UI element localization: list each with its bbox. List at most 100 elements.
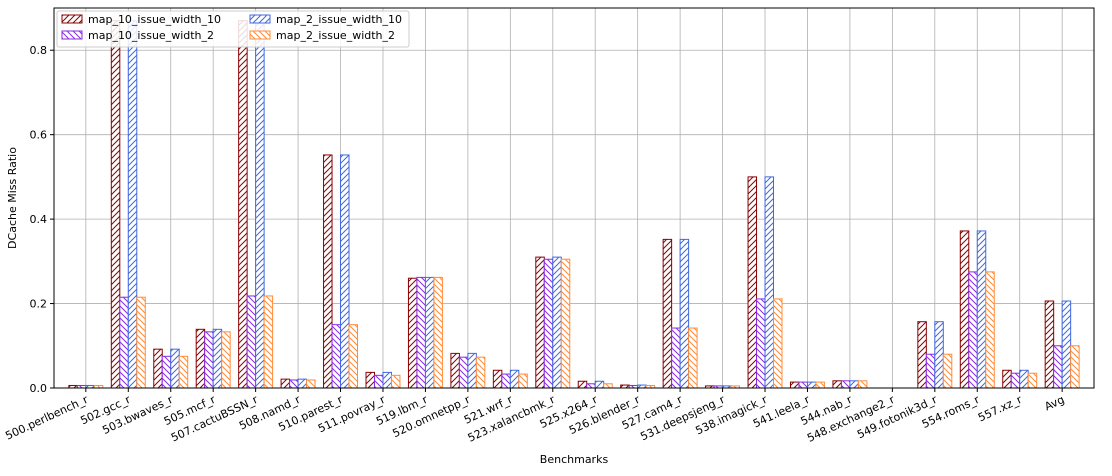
bar-map_2_issue_width_10-505.mcf_r [212, 328, 223, 389]
legend-label: map_2_issue_width_10 [276, 13, 402, 26]
bar-map_10_issue_width_2-523.xalancbmk_r [543, 258, 554, 389]
bar-map_2_issue_width_10-520.omnetpp_r [467, 352, 477, 389]
y-tick-label: 0.2 [30, 298, 48, 311]
y-tick-label: 0.4 [30, 213, 48, 226]
y-axis-ticks: 0.0 0.2 0.4 0.6 0.8 [30, 44, 54, 395]
bar-map_10_issue_width_10-544.nab_r [832, 380, 842, 389]
bar-map_2_issue_width_10-Avg [1061, 300, 1072, 389]
x-axis-label: Benchmarks [540, 453, 609, 466]
bar-map_2_issue_width_2-510.parest_r [348, 324, 359, 389]
bar-map_2_issue_width_2-502.gcc_r [136, 296, 146, 389]
bar-map_2_issue_width_10-519.lbm_r [424, 276, 435, 389]
bar-map_2_issue_width_2-520.omnetpp_r [475, 356, 486, 389]
legend-label: map_10_issue_width_2 [88, 29, 214, 42]
bar-map_10_issue_width_2-521.wrf_r [501, 373, 511, 389]
bar-map_10_issue_width_10-519.lbm_r [407, 277, 418, 389]
legend-label: map_2_issue_width_2 [276, 29, 395, 42]
bar-map_10_issue_width_10-505.mcf_r [195, 328, 206, 389]
bar-map_2_issue_width_10-544.nab_r [849, 380, 859, 389]
bar-map_10_issue_width_2-502.gcc_r [119, 296, 129, 389]
bar-map_2_issue_width_10-511.povray_r [382, 371, 392, 389]
bar-map_2_issue_width_2-544.nab_r [857, 380, 868, 389]
bar-map_10_issue_width_2-544.nab_r [840, 380, 851, 389]
bar-map_2_issue_width_10-549.fotonik3d_r [934, 321, 944, 389]
bar-map_10_issue_width_2-557.xz_r [1010, 372, 1021, 389]
x-tick-label: 557.xz_r [976, 393, 1024, 425]
plot-frame [53, 7, 1095, 389]
bar-map_10_issue_width_2-507.cactuBSSN_r [246, 295, 257, 389]
legend-swatch [249, 30, 271, 40]
y-tick-label: 0.6 [30, 129, 48, 142]
y-tick-label: 0.8 [30, 44, 48, 57]
bar-map_10_issue_width_2-511.povray_r [373, 374, 384, 389]
bar-map_2_issue_width_2-554.roms_r [985, 271, 995, 389]
bar-map_2_issue_width_2-557.xz_r [1027, 372, 1038, 389]
bar-map_2_issue_width_2-527.cam4_r [688, 327, 698, 389]
x-tick-label: 500.perlbench_r [3, 393, 90, 443]
bar-map_2_issue_width_10-503.bwaves_r [170, 348, 180, 389]
bar-map_10_issue_width_10-503.bwaves_r [153, 348, 163, 389]
legend-swatch [249, 14, 271, 24]
bar-map_2_issue_width_2-Avg [1070, 345, 1080, 389]
bar-map_2_issue_width_10-502.gcc_r [127, 20, 138, 389]
bar-map_2_issue_width_10-527.cam4_r [679, 238, 690, 389]
bar-map_10_issue_width_2-520.omnetpp_r [458, 356, 469, 389]
bar-map_2_issue_width_10-523.xalancbmk_r [552, 256, 562, 389]
legend-item-map_2_issue_width_2: map_2_issue_width_2 [249, 29, 395, 42]
bar-map_2_issue_width_2-519.lbm_r [433, 276, 443, 389]
bar-map_2_issue_width_2-525.x264_r [603, 383, 613, 389]
bar-map_10_issue_width_10-549.fotonik3d_r [917, 321, 927, 389]
bar-map_2_issue_width_10-510.parest_r [340, 154, 350, 389]
bar-map_2_issue_width_2-503.bwaves_r [178, 355, 189, 389]
bar-map_2_issue_width_2-507.cactuBSSN_r [263, 295, 274, 389]
bar-map_10_issue_width_10-Avg [1044, 300, 1055, 389]
bar-map_10_issue_width_10-523.xalancbmk_r [535, 256, 545, 389]
bar-map_10_issue_width_10-510.parest_r [323, 154, 333, 389]
bar-map_10_issue_width_10-511.povray_r [365, 371, 375, 389]
legend-item-map_10_issue_width_10: map_10_issue_width_10 [61, 13, 221, 26]
bar-map_10_issue_width_2-510.parest_r [331, 324, 342, 389]
bar-map_10_issue_width_10-502.gcc_r [110, 20, 121, 389]
legend-item-map_10_issue_width_2: map_10_issue_width_2 [61, 29, 214, 42]
bar-map_2_issue_width_2-521.wrf_r [518, 373, 528, 389]
y-tick-label: 0.0 [30, 382, 48, 395]
bar-map_2_issue_width_10-521.wrf_r [509, 369, 520, 389]
bar-map_2_issue_width_2-508.namd_r [306, 379, 316, 389]
bar-map_10_issue_width_10-520.omnetpp_r [450, 352, 460, 389]
bar-map_10_issue_width_10-508.namd_r [280, 378, 291, 389]
bars [68, 20, 1080, 389]
bar-map_10_issue_width_10-538.imagick_r [747, 176, 758, 389]
bar-map_2_issue_width_10-508.namd_r [297, 378, 308, 389]
legend-swatch [61, 30, 83, 40]
bar-map_2_issue_width_2-505.mcf_r [221, 331, 231, 389]
legend-item-map_2_issue_width_10: map_2_issue_width_10 [249, 13, 402, 26]
x-tick-label: Avg [1042, 393, 1066, 413]
bar-map_2_issue_width_2-541.leela_r [815, 381, 825, 389]
bar-map_10_issue_width_2-549.fotonik3d_r [925, 353, 936, 389]
bar-map_2_issue_width_10-541.leela_r [806, 381, 817, 389]
legend-box [56, 10, 410, 48]
bar-map_10_issue_width_10-527.cam4_r [662, 238, 673, 389]
bar-map_10_issue_width_10-507.cactuBSSN_r [238, 20, 248, 389]
bar-map_10_issue_width_2-538.imagick_r [756, 298, 766, 389]
bar-map_2_issue_width_10-507.cactuBSSN_r [255, 20, 265, 389]
bar-map_2_issue_width_2-549.fotonik3d_r [942, 353, 953, 389]
bar-map_10_issue_width_2-525.x264_r [586, 383, 596, 389]
bar-map_10_issue_width_10-525.x264_r [577, 380, 588, 389]
bar-map_10_issue_width_2-505.mcf_r [204, 331, 214, 389]
bar-map_10_issue_width_2-554.roms_r [968, 271, 978, 389]
legend: map_10_issue_width_10 map_10_issue_width_… [56, 10, 410, 48]
bar-map_10_issue_width_10-541.leela_r [789, 381, 800, 389]
bar-map_2_issue_width_2-523.xalancbmk_r [560, 258, 571, 389]
bar-map_10_issue_width_2-527.cam4_r [671, 327, 681, 389]
y-axis-label: DCache Miss Ratio [6, 147, 19, 249]
bar-map_2_issue_width_10-554.roms_r [976, 230, 987, 389]
bar-map_10_issue_width_2-503.bwaves_r [161, 355, 172, 389]
bar-map_2_issue_width_2-511.povray_r [390, 374, 401, 389]
bar-map_10_issue_width_2-508.namd_r [289, 379, 299, 389]
bar-map_10_issue_width_10-554.roms_r [959, 230, 970, 389]
x-axis-ticks: 500.perlbench_r502.gcc_r503.bwaves_r505.… [3, 388, 1066, 445]
bar-map_2_issue_width_2-538.imagick_r [773, 298, 783, 389]
